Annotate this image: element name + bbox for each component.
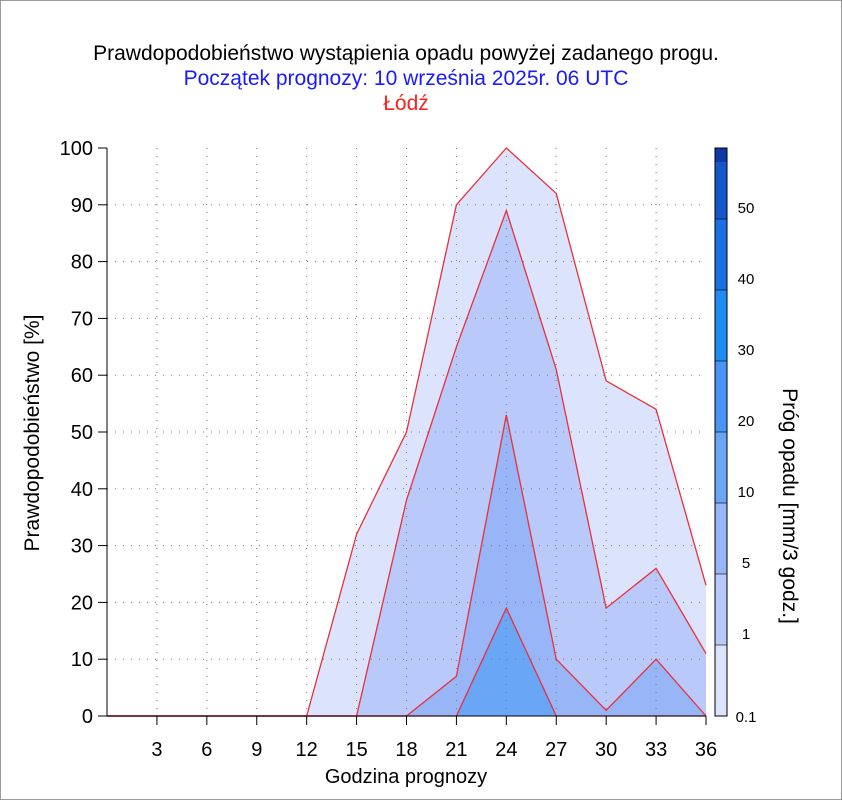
x-tick-label: 24 bbox=[495, 739, 517, 761]
y-tick-label: 20 bbox=[71, 592, 93, 614]
colorbar-segment bbox=[715, 162, 727, 219]
series-area-1 bbox=[107, 210, 706, 717]
colorbar-tick-label: 40 bbox=[738, 271, 755, 288]
colorbar-segment bbox=[715, 361, 727, 432]
x-tick-label: 9 bbox=[251, 739, 262, 761]
colorbar-segment bbox=[715, 219, 727, 290]
colorbar-label: Próg opadu [mm/3 godz.] bbox=[778, 388, 801, 624]
colorbar-tick-label: 10 bbox=[738, 484, 755, 501]
y-tick-label: 40 bbox=[71, 479, 93, 501]
x-tick-label: 3 bbox=[151, 739, 162, 761]
chart-location: Łódź bbox=[383, 92, 429, 115]
x-tick-label: 12 bbox=[296, 739, 318, 761]
y-axis-label: Prawdopodobieństwo [%] bbox=[21, 315, 44, 552]
chart-subtitle: Początek prognozy: 10 września 2025r. 06… bbox=[183, 67, 629, 90]
x-tick-label: 15 bbox=[345, 739, 367, 761]
colorbar-segment bbox=[715, 432, 727, 503]
colorbar-segment bbox=[715, 574, 727, 645]
x-tick-label: 36 bbox=[695, 739, 717, 761]
colorbar-tick-label: 50 bbox=[738, 200, 755, 217]
y-tick-label: 30 bbox=[71, 536, 93, 558]
chart-titles: Prawdopodobieństwo wystąpienia opadu pow… bbox=[1, 41, 811, 116]
y-tick-label: 50 bbox=[71, 422, 93, 444]
colorbar-segment bbox=[715, 645, 727, 716]
y-tick-label: 70 bbox=[71, 308, 93, 330]
colorbar-tick-label: 20 bbox=[738, 413, 755, 430]
x-tick-label: 6 bbox=[201, 739, 212, 761]
colorbar-tick-label: 30 bbox=[738, 342, 755, 359]
x-tick-label: 27 bbox=[545, 739, 567, 761]
series-area-5 bbox=[107, 414, 706, 716]
x-tick-label: 33 bbox=[645, 739, 667, 761]
y-tick-label: 10 bbox=[71, 649, 93, 671]
colorbar-tick-label: 5 bbox=[742, 555, 750, 572]
x-tick-label: 18 bbox=[395, 739, 417, 761]
y-tick-label: 0 bbox=[82, 706, 93, 728]
y-tick-label: 90 bbox=[71, 195, 93, 217]
chart-title: Prawdopodobieństwo wystąpienia opadu pow… bbox=[93, 42, 719, 65]
colorbar-segment bbox=[715, 503, 727, 574]
x-tick-label: 30 bbox=[595, 739, 617, 761]
y-tick-label: 80 bbox=[71, 252, 93, 274]
colorbar-segment bbox=[715, 148, 727, 162]
x-axis-label: Godzina prognozy bbox=[325, 766, 487, 788]
colorbar-tick-label: 1 bbox=[742, 626, 750, 643]
colorbar-tick-label: 0.1 bbox=[736, 709, 757, 726]
y-tick-label: 100 bbox=[60, 138, 93, 160]
y-tick-label: 60 bbox=[71, 365, 93, 387]
colorbar-segment bbox=[715, 290, 727, 361]
x-tick-label: 21 bbox=[445, 739, 467, 761]
